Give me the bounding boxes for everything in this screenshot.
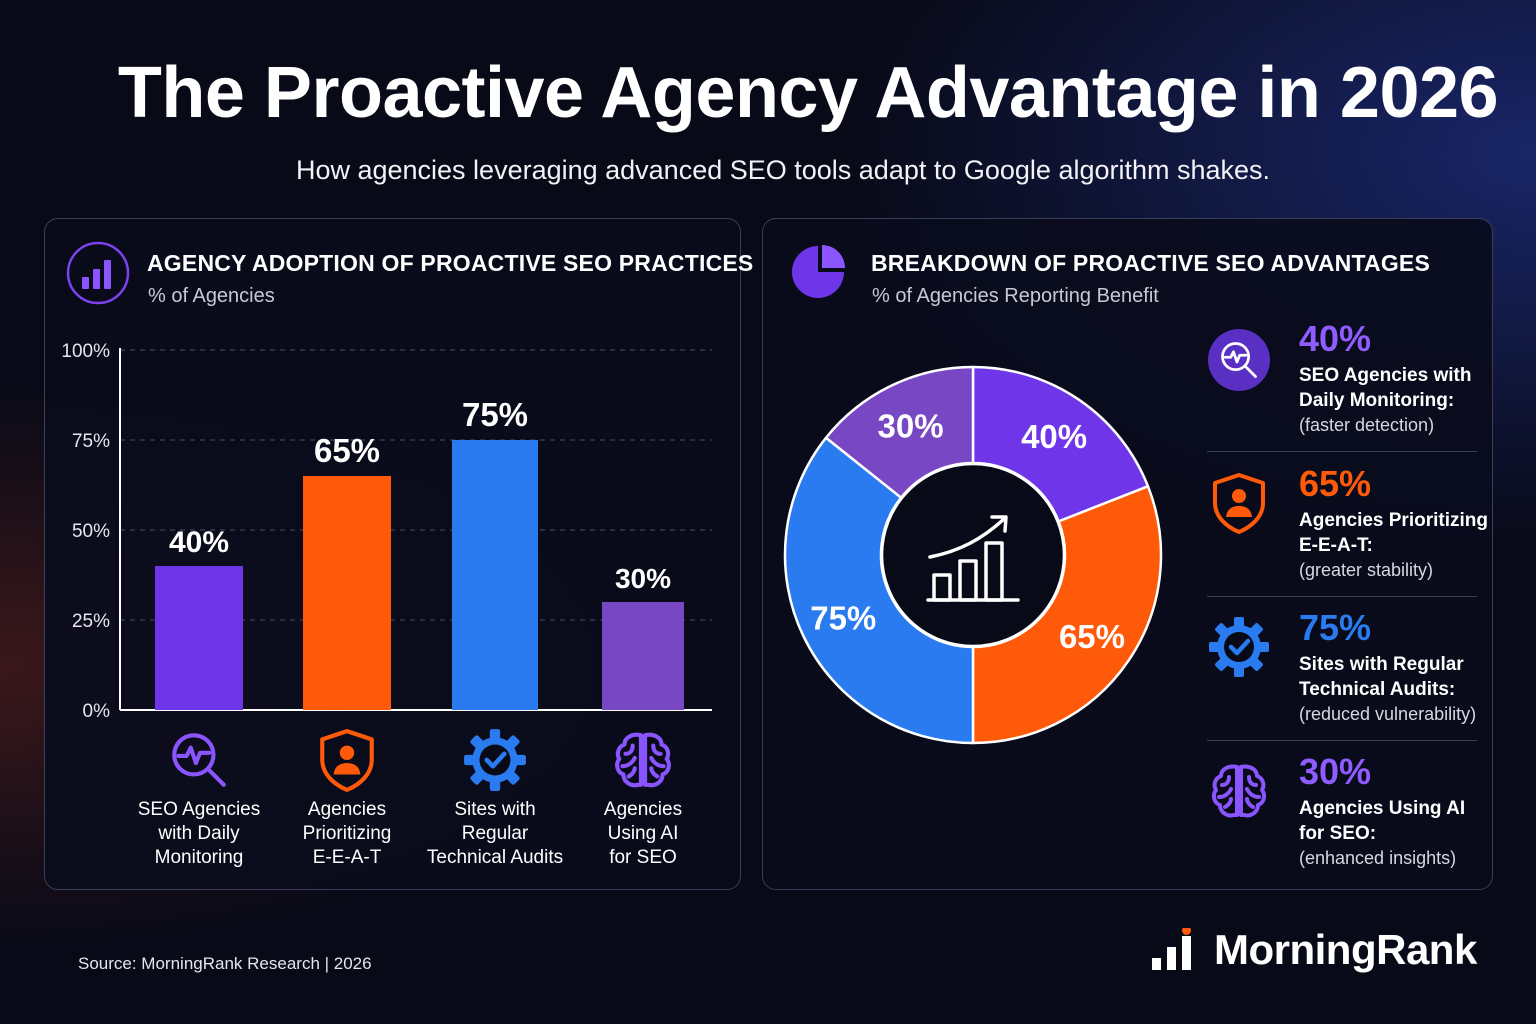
legend-item: 65% Agencies Prioritizing E-E-A-T: (greate… [1207, 463, 1488, 593]
donut-chart: 40% 65% 75% 30% [783, 365, 1163, 745]
shield-person-icon [314, 727, 384, 797]
x-category-label: SEO Agencies with Daily Monitoring [137, 799, 261, 868]
shield-person-icon [1207, 471, 1271, 535]
slice-value-label: 40% [1021, 418, 1087, 455]
brand-name: MorningRank [1214, 926, 1477, 973]
bar [602, 602, 684, 710]
magnifier-pulse-icon [1207, 328, 1271, 392]
page-title: The Proactive Agency Advantage in 2026 [117, 53, 1499, 133]
gear-check-icon [462, 727, 532, 797]
bar [303, 476, 391, 710]
donut-chart-subheading: % of Agencies Reporting Benefit [872, 285, 1159, 307]
bar-chart: 0% 25% 50% 75% 100% 40% 65% 75% 30% [61, 341, 712, 722]
bar-value-label: 65% [314, 432, 380, 469]
signal-bars-icon [1152, 928, 1191, 970]
legend-value: 75% [1299, 607, 1372, 648]
slice-value-label: 30% [877, 407, 943, 444]
page-subtitle: How agencies leveraging advanced SEO too… [295, 155, 1271, 185]
bar-chart-subheading: % of Agencies [148, 285, 275, 307]
legend-note: (enhanced insights) [1299, 848, 1457, 868]
legend-label: Agencies Using AI for SEO: [1299, 798, 1466, 844]
y-tick-label: 50% [72, 521, 110, 542]
bar [155, 566, 243, 710]
growth-chart-icon [920, 505, 1024, 609]
legend-label: Agencies Prioritizing E-E-A-T: [1299, 510, 1488, 556]
legend-label: Sites with Regular Technical Audits: [1299, 654, 1464, 700]
legend-value: 65% [1299, 463, 1372, 504]
bar-chart-heading: AGENCY ADOPTION OF PROACTIVE SEO PRACTIC… [147, 250, 754, 276]
pie-chart-icon [788, 240, 852, 304]
donut-chart-heading: BREAKDOWN OF PROACTIVE SEO ADVANTAGES [871, 250, 1430, 276]
y-tick-label: 75% [72, 431, 110, 452]
source-note: Source: MorningRank Research | 2026 [78, 954, 372, 973]
bar [452, 440, 538, 710]
legend-divider [1207, 596, 1477, 597]
legend-note: (greater stability) [1299, 560, 1434, 580]
legend-label: SEO Agencies with Daily Monitoring: [1299, 365, 1472, 411]
magnifier-pulse-icon [166, 727, 236, 797]
gear-check-icon [1207, 615, 1271, 679]
bar-chart-icon [66, 241, 130, 305]
legend-item: 30% Agencies Using AI for SEO: (enhanced i… [1207, 751, 1487, 881]
y-tick-label: 0% [83, 701, 111, 722]
bar-value-label: 75% [462, 396, 528, 433]
bar-value-label: 40% [169, 526, 229, 559]
slice-value-label: 75% [810, 599, 876, 636]
bar-value-label: 30% [615, 563, 671, 594]
x-category-label: Agencies Using AI for SEO [603, 799, 683, 868]
legend-item: 75% Sites with Regular Technical Audits: (… [1207, 607, 1487, 737]
y-tick-label: 100% [61, 341, 110, 362]
y-tick-label: 25% [72, 611, 110, 632]
legend-value: 40% [1299, 318, 1372, 359]
brain-icon [610, 727, 680, 797]
legend-divider [1207, 451, 1477, 452]
x-category-label: Agencies Prioritizing E-E-A-T [302, 799, 392, 868]
x-category-label: Sites with Regular Technical Audits [426, 799, 564, 868]
legend-note: (faster detection) [1299, 415, 1435, 435]
legend-value: 30% [1299, 751, 1372, 792]
legend-divider [1207, 740, 1477, 741]
legend-note: (reduced vulnerability) [1299, 704, 1477, 724]
slice-value-label: 65% [1059, 618, 1125, 655]
brain-icon [1207, 759, 1271, 823]
legend-item: 40% SEO Agencies with Daily Monitoring: (f… [1207, 318, 1487, 448]
